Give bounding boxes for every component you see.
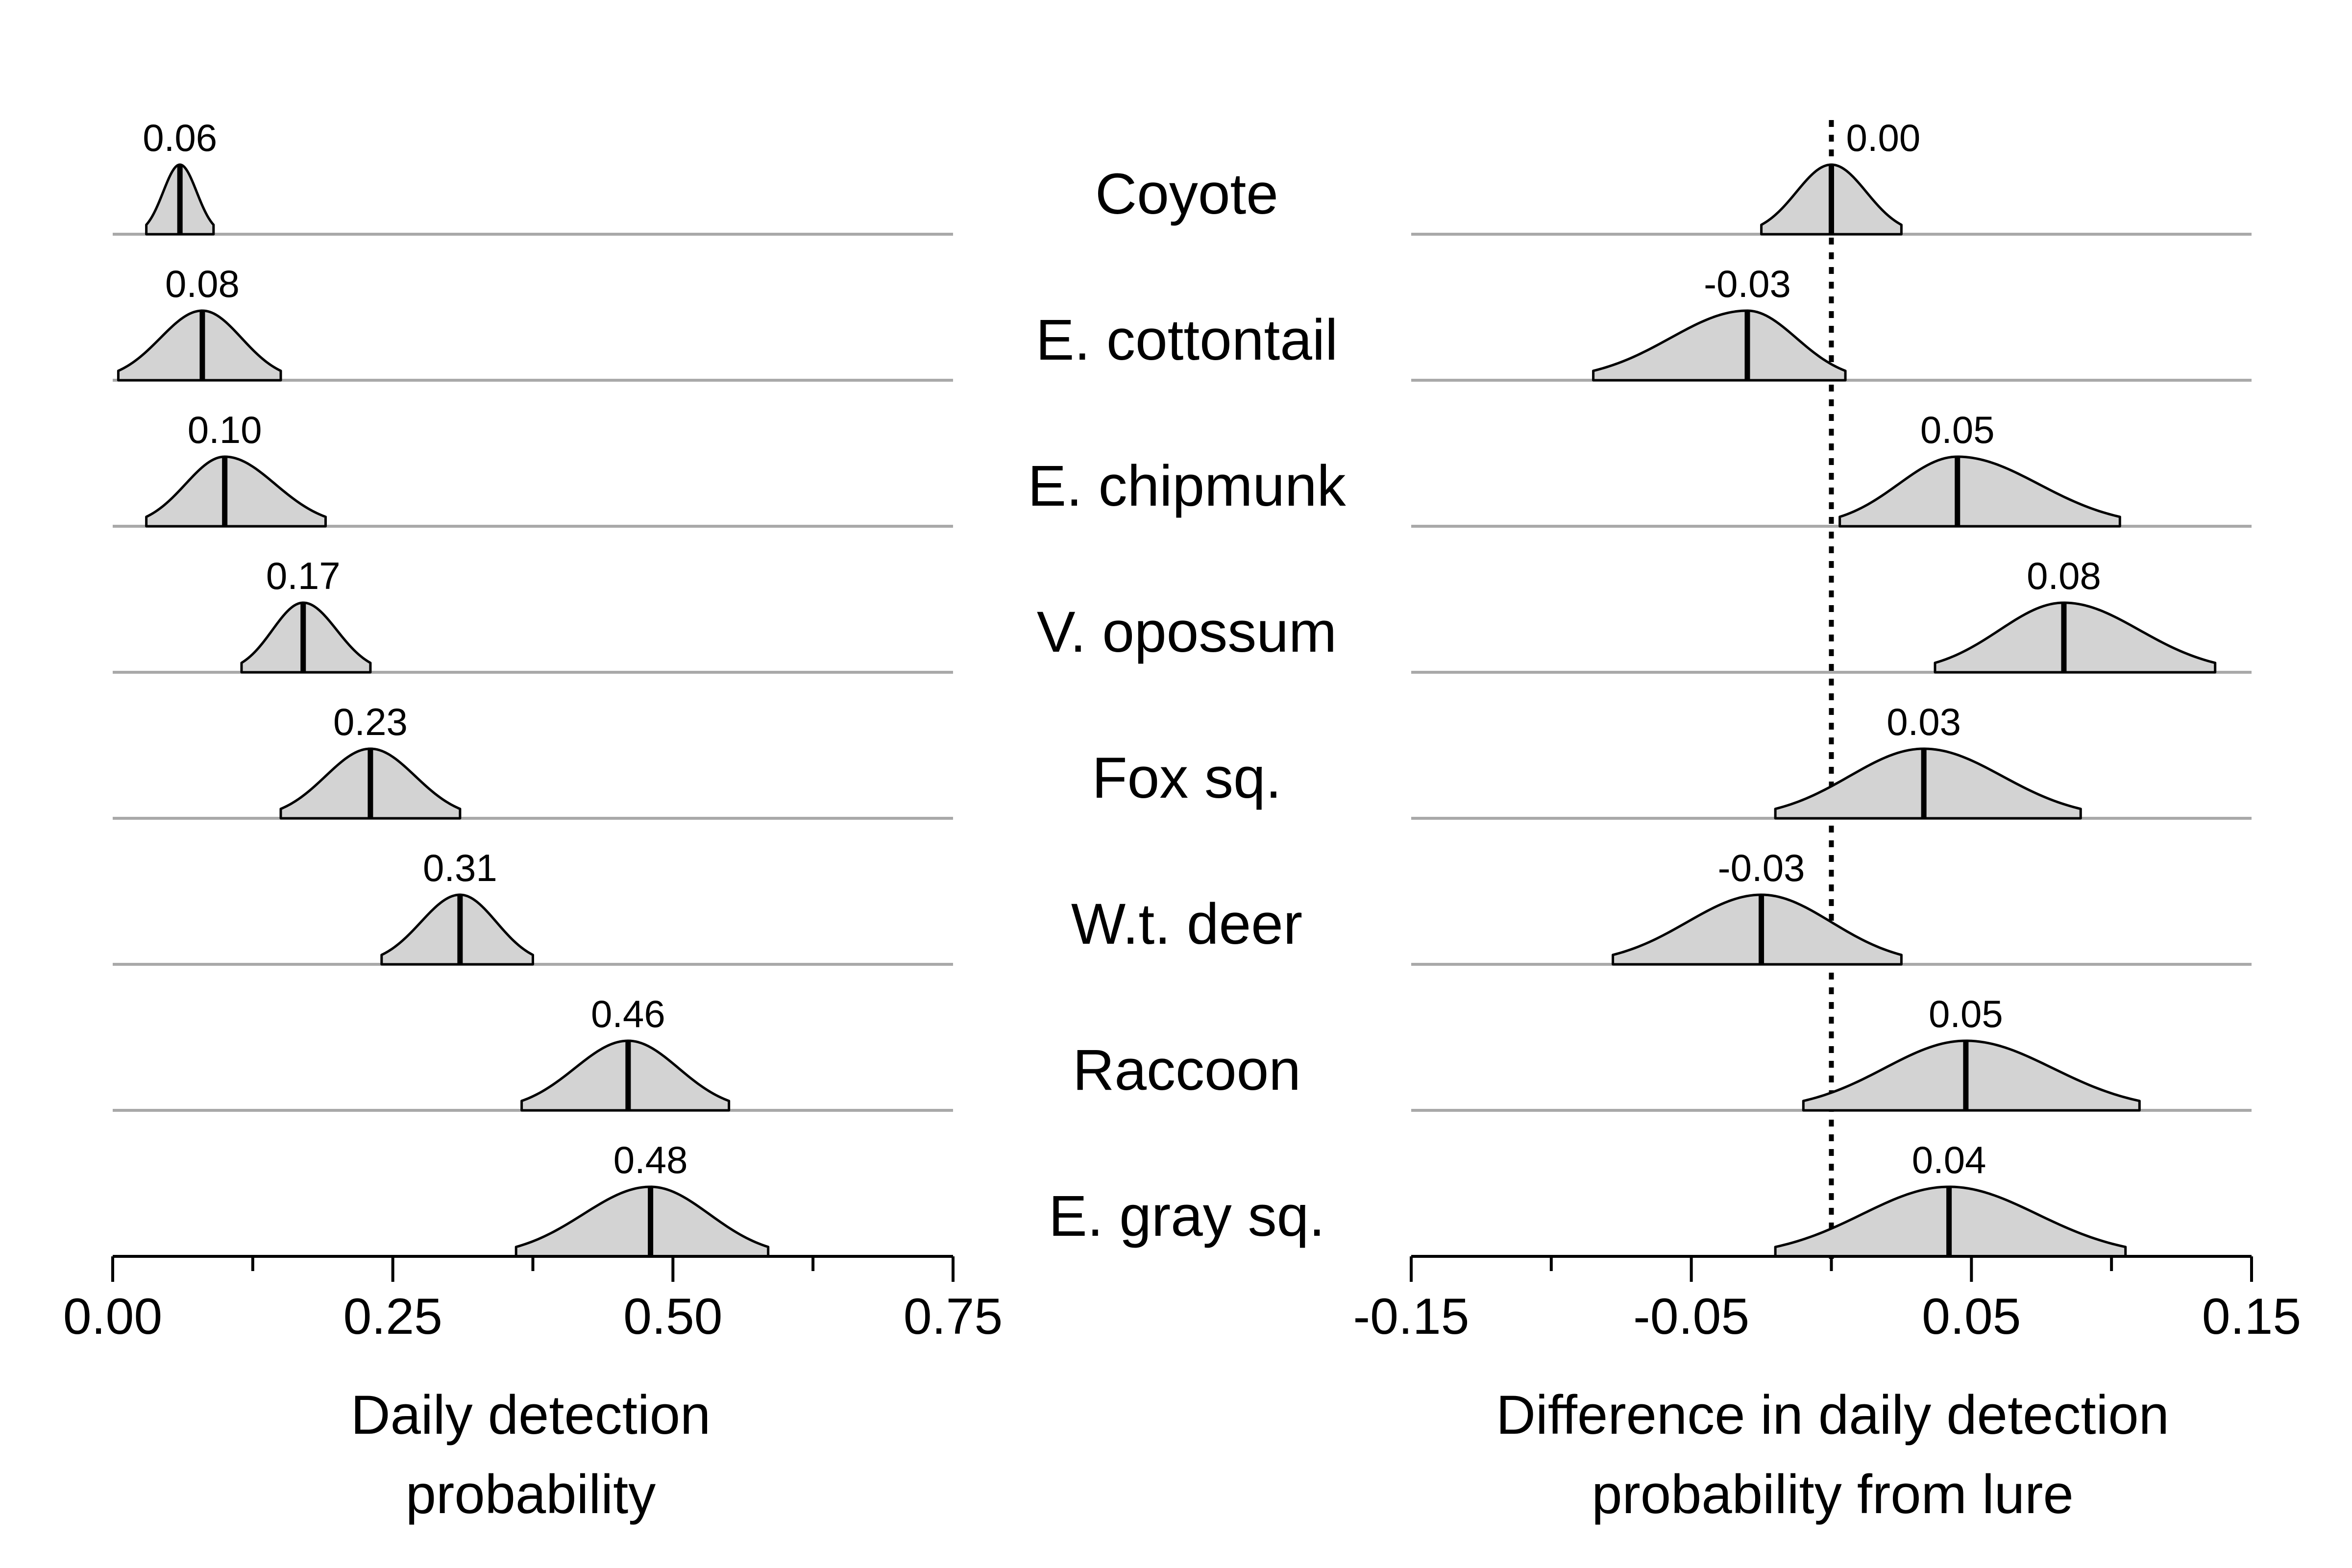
species-label-1: E. cottontail <box>1036 308 1338 372</box>
right-density-4 <box>1774 747 2082 820</box>
left-value-label-2: 0.10 <box>188 408 262 451</box>
left-axis-title-line-1: probability <box>406 1464 656 1525</box>
left-panel: 0.06 0.08 0.10 0.17 0.23 0.31 0.46 0.48 0.00 0.25… <box>63 116 1003 1525</box>
right-tick-label-3: 0.15 <box>2202 1288 2301 1345</box>
left-density-3 <box>240 601 372 674</box>
right-value-label-6: 0.05 <box>1929 992 2003 1035</box>
right-axis-title-line-1: probability from lure <box>1592 1464 2074 1525</box>
left-axis-title: Daily detection probability <box>351 1384 711 1525</box>
species-label-7: E. gray sq. <box>1049 1184 1325 1249</box>
left-value-label-4: 0.23 <box>333 700 408 743</box>
right-density-2 <box>1838 455 2121 528</box>
left-axis-title-line-0: Daily detection <box>351 1384 711 1446</box>
left-density-6 <box>520 1039 731 1112</box>
species-label-6: Raccoon <box>1073 1038 1301 1102</box>
right-value-label-7: 0.04 <box>1912 1138 1986 1181</box>
right-tick-label-0: -0.15 <box>1353 1288 1469 1345</box>
left-value-label-3: 0.17 <box>266 554 341 597</box>
right-density-5 <box>1612 893 1903 966</box>
left-value-label-6: 0.46 <box>591 992 665 1035</box>
right-value-label-1: -0.03 <box>1704 262 1791 305</box>
species-label-4: Fox sq. <box>1092 746 1282 810</box>
species-label-0: Coyote <box>1095 162 1278 226</box>
left-value-label-5: 0.31 <box>423 846 497 889</box>
left-tick-label-1: 0.25 <box>343 1288 442 1345</box>
left-density-5 <box>380 893 534 966</box>
species-label-2: E. chipmunk <box>1028 454 1346 518</box>
right-panel: 0.00 -0.03 0.05 0.08 0.03 -0.03 0.05 0.04 -0.15 -… <box>1353 116 2301 1525</box>
left-value-label-0: 0.06 <box>143 116 217 159</box>
left-value-label-7: 0.48 <box>613 1138 688 1181</box>
right-density-3 <box>1934 601 2217 674</box>
right-value-label-5: -0.03 <box>1718 846 1805 889</box>
right-axis-title: Difference in daily detection probability… <box>1496 1384 2169 1525</box>
right-density-6 <box>1802 1039 2141 1112</box>
species-labels: Coyote E. cottontail E. chipmunk V. opossum… <box>1028 162 1346 1249</box>
left-value-label-1: 0.08 <box>165 262 240 305</box>
right-tick-label-2: 0.05 <box>1922 1288 2021 1345</box>
left-density-2 <box>145 455 327 528</box>
left-tick-label-0: 0.00 <box>63 1288 162 1345</box>
right-density-1 <box>1592 309 1847 382</box>
right-value-label-0: 0.00 <box>1846 116 1921 159</box>
right-value-label-4: 0.03 <box>1886 700 1961 743</box>
right-value-label-2: 0.05 <box>1920 408 1995 451</box>
left-density-1 <box>117 309 282 382</box>
species-label-3: V. opossum <box>1037 600 1337 664</box>
right-axis-title-line-0: Difference in daily detection <box>1496 1384 2169 1446</box>
right-tick-label-1: -0.05 <box>1633 1288 1749 1345</box>
species-label-5: W.t. deer <box>1071 892 1302 956</box>
left-tick-label-3: 0.75 <box>904 1288 1003 1345</box>
right-value-label-3: 0.08 <box>2027 554 2101 597</box>
left-tick-label-2: 0.50 <box>623 1288 722 1345</box>
left-density-7 <box>514 1185 770 1258</box>
